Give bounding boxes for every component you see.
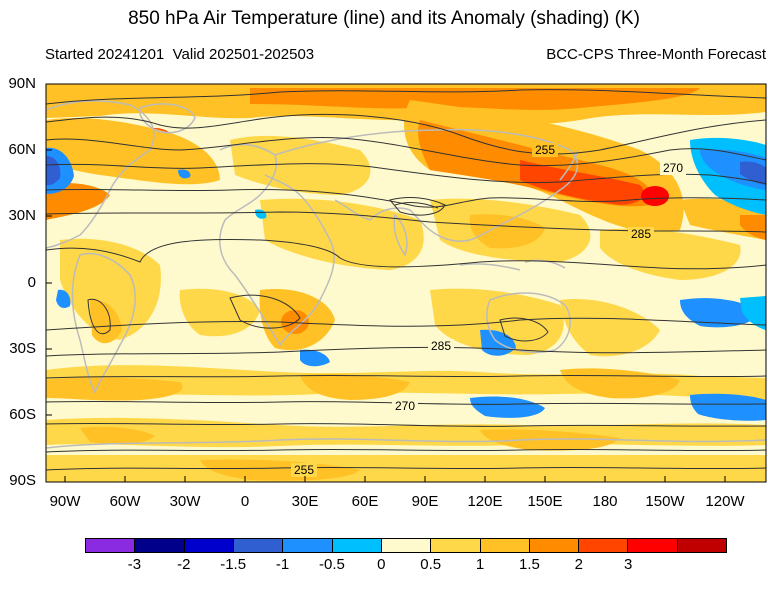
forecast-dates: Started 20241201 Valid 202501-202503 [45, 46, 314, 63]
colorbar-swatch [431, 539, 481, 552]
valid-period: Valid 202501-202503 [172, 46, 315, 63]
colorbar-swatch [184, 539, 234, 552]
colorbar-swatch [332, 539, 382, 552]
colorbar-label: 1.5 [519, 556, 540, 573]
colorbar-label: 0.5 [420, 556, 442, 573]
colorbar-label: 0 [377, 556, 386, 573]
lat-label-60n: 60N [8, 141, 36, 158]
contour-label-270-south: 270 [395, 399, 415, 413]
forecast-source: BCC-CPS Three-Month Forecast [546, 46, 766, 63]
colorbar-label: -0.5 [318, 556, 345, 573]
lon-label-180: 180 [592, 493, 618, 510]
lon-label-150e: 150E [527, 493, 563, 510]
lon-label-30w: 30W [169, 493, 201, 510]
lon-label-90w: 90W [49, 493, 81, 510]
lon-label-60w: 60W [109, 493, 141, 510]
colorbar-label: 3 [624, 556, 633, 573]
lat-label-30s: 30S [9, 340, 36, 357]
temperature-contours [46, 89, 766, 471]
colorbar-label: 2 [574, 556, 584, 573]
lat-label-90n: 90N [8, 75, 36, 92]
lon-label-30e: 30E [291, 493, 319, 510]
colorbar [85, 538, 727, 553]
contour-label-255-north: 255 [535, 143, 555, 157]
lon-label-90e: 90E [411, 493, 439, 510]
colorbar-swatch [135, 539, 185, 552]
anomaly-map: 255 270 285 285 270 255 [45, 83, 767, 483]
map-plot-area: 255 270 285 285 270 255 [46, 84, 766, 482]
start-date: Started 20241201 [45, 46, 165, 63]
lon-label-60e: 60E [351, 493, 379, 510]
colorbar-swatch [529, 539, 580, 552]
colorbar-swatch [579, 539, 629, 552]
chart-title: 850 hPa Air Temperature (line) and its A… [128, 8, 640, 29]
colorbar-label: -2 [177, 556, 191, 573]
contour-label-285-north: 285 [631, 227, 651, 241]
colorbar-label: -3 [127, 556, 142, 573]
colorbar-swatch [628, 539, 678, 552]
colorbar-label: -1 [275, 556, 290, 573]
lon-label-0: 0 [240, 493, 250, 510]
colorbar-swatch [677, 539, 727, 552]
contour-labels: 255 270 285 285 270 255 [291, 143, 686, 477]
lat-label-90s: 90S [9, 472, 36, 489]
lat-label-0: 0 [27, 274, 36, 291]
colorbar-swatch [381, 539, 432, 552]
contour-label-270-north: 270 [663, 161, 683, 175]
colorbar-label: 1 [475, 556, 485, 573]
axis-ticks [46, 83, 726, 483]
lat-label-60s: 60S [9, 406, 36, 423]
colorbar-label: -1.5 [220, 556, 247, 573]
contour-label-255-south: 255 [294, 463, 314, 477]
lon-label-120w: 120W [705, 493, 745, 510]
contour-label-285-south: 285 [431, 339, 451, 353]
lon-label-120e: 120E [467, 493, 503, 510]
colorbar-swatch [86, 539, 136, 552]
lon-label-150w: 150W [645, 493, 685, 510]
colorbar-swatch [233, 539, 284, 552]
colorbar-swatch [480, 539, 530, 552]
lat-label-30n: 30N [8, 207, 36, 224]
colorbar-swatch [283, 539, 333, 552]
